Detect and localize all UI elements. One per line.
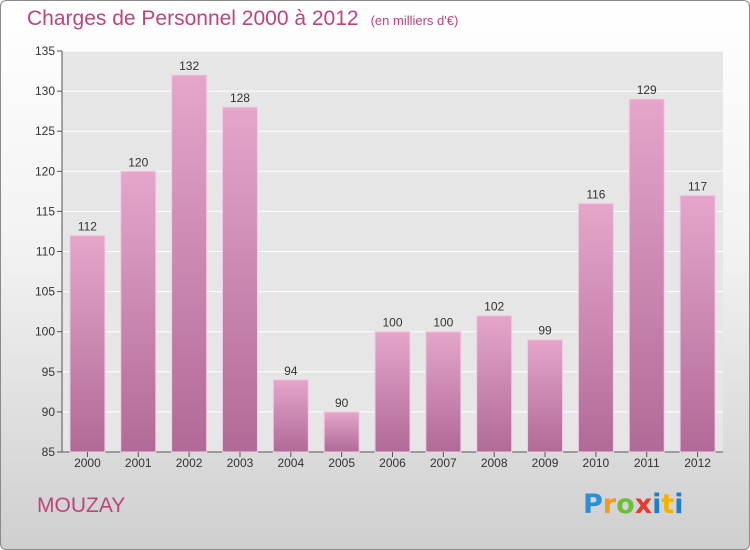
bar-2008 (476, 315, 513, 453)
x-tick-label-2011: 2011 (634, 456, 660, 470)
y-tick-label: 85 (42, 445, 56, 459)
bar-2005 (323, 411, 360, 453)
bar-2003 (221, 106, 258, 453)
y-tick-label: 130 (35, 84, 55, 98)
chart-title: Charges de Personnel 2000 à 2012 (en mill… (27, 7, 458, 31)
bar-2000 (69, 234, 106, 453)
data-label-2004: 94 (284, 364, 298, 378)
data-label-2012: 117 (688, 179, 707, 193)
data-label-2009: 99 (538, 324, 552, 338)
data-label-2002: 132 (179, 59, 199, 73)
chart-title-text: Charges de Personnel 2000 à 2012 (27, 7, 359, 30)
y-tick-label: 95 (42, 365, 56, 379)
y-tick-label: 115 (36, 204, 55, 218)
data-label-2006: 100 (382, 316, 402, 330)
x-tick-label-2005: 2005 (328, 456, 355, 470)
y-tick-label: 135 (35, 44, 55, 58)
bar-2009 (527, 339, 564, 453)
x-tick-label-2006: 2006 (379, 456, 406, 470)
bar-2001 (120, 170, 157, 453)
x-tick-label-2004: 2004 (277, 456, 304, 470)
y-tick-label: 125 (35, 124, 55, 138)
bar-2006 (374, 331, 411, 453)
bar-2007 (425, 331, 462, 453)
x-tick-label-2009: 2009 (532, 456, 559, 470)
data-label-2008: 102 (484, 300, 504, 314)
data-label-2001: 120 (128, 155, 148, 169)
bar-2010 (577, 202, 614, 453)
town-name: MOUZAY (37, 494, 126, 517)
y-tick-label: 100 (35, 325, 55, 339)
data-label-2010: 116 (586, 187, 605, 201)
y-tick-label: 120 (35, 164, 55, 178)
proxiti-logo: Proxiti (583, 489, 684, 520)
data-label-2003: 128 (230, 91, 250, 105)
x-tick-label-2001: 2001 (125, 456, 152, 470)
x-tick-label-2002: 2002 (176, 456, 203, 470)
x-tick-label-2010: 2010 (583, 456, 610, 470)
data-label-2011: 129 (637, 83, 657, 97)
y-tick-label: 105 (35, 285, 55, 299)
data-label-2005: 90 (335, 396, 349, 410)
data-label-2007: 100 (433, 316, 453, 330)
y-tick-label: 90 (42, 405, 56, 419)
x-tick-label-2008: 2008 (481, 456, 508, 470)
x-tick-label-2003: 2003 (227, 456, 254, 470)
chart-unit: (en milliers d'€) (370, 13, 459, 28)
x-tick-label-2000: 2000 (74, 456, 101, 470)
data-label-2000: 112 (78, 219, 97, 233)
x-tick-label-2012: 2012 (684, 456, 711, 470)
bar-2004 (272, 379, 309, 453)
bar-2011 (628, 98, 665, 453)
bar-2012 (679, 194, 716, 453)
y-tick-label: 110 (36, 245, 55, 259)
bar-2002 (171, 74, 208, 453)
x-tick-label-2007: 2007 (430, 456, 457, 470)
